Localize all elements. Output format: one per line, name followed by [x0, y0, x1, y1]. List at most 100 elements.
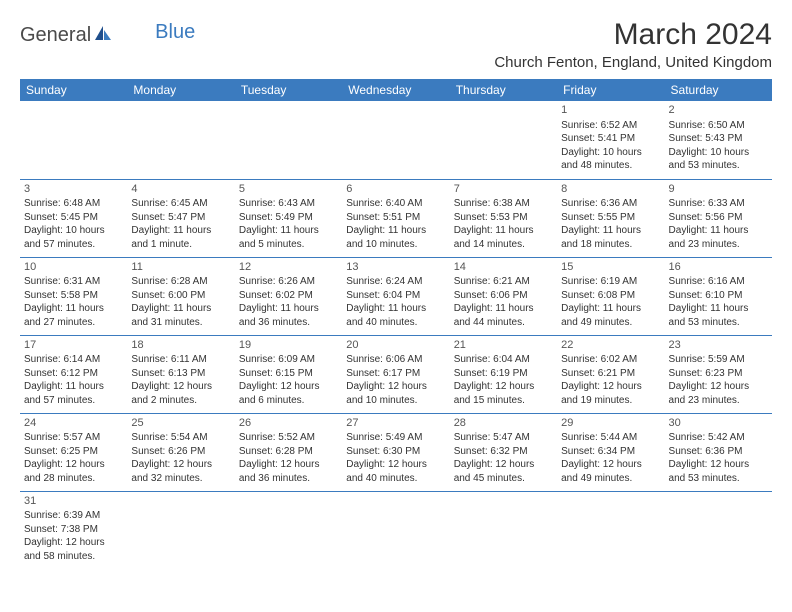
day-sunset: Sunset: 5:43 PM	[669, 132, 768, 146]
calendar-cell: 2Sunrise: 6:50 AMSunset: 5:43 PMDaylight…	[665, 101, 772, 179]
location: Church Fenton, England, United Kingdom	[494, 54, 772, 71]
header: General Blue March 2024 Church Fenton, E…	[20, 18, 772, 71]
day-sunrise: Sunrise: 6:43 AM	[239, 197, 338, 211]
day-sunset: Sunset: 6:25 PM	[24, 445, 123, 459]
day-day2: and 1 minute.	[131, 238, 230, 252]
calendar-cell: 10Sunrise: 6:31 AMSunset: 5:58 PMDayligh…	[20, 257, 127, 335]
day-number: 1	[561, 103, 660, 118]
calendar-row: 31Sunrise: 6:39 AMSunset: 7:38 PMDayligh…	[20, 491, 772, 569]
calendar-cell	[235, 491, 342, 569]
day-sunrise: Sunrise: 6:11 AM	[131, 353, 230, 367]
day-number: 8	[561, 182, 660, 197]
day-sunrise: Sunrise: 5:49 AM	[346, 431, 445, 445]
day-number: 25	[131, 416, 230, 431]
day-day2: and 5 minutes.	[239, 238, 338, 252]
day-day1: Daylight: 10 hours	[669, 146, 768, 160]
day-sunrise: Sunrise: 6:09 AM	[239, 353, 338, 367]
day-number: 30	[669, 416, 768, 431]
day-number: 2	[669, 103, 768, 118]
day-sunrise: Sunrise: 6:14 AM	[24, 353, 123, 367]
weekday-saturday: Saturday	[665, 79, 772, 101]
calendar-cell	[342, 101, 449, 179]
day-number: 17	[24, 338, 123, 353]
day-sunset: Sunset: 6:15 PM	[239, 367, 338, 381]
calendar-cell: 20Sunrise: 6:06 AMSunset: 6:17 PMDayligh…	[342, 335, 449, 413]
day-day2: and 49 minutes.	[561, 316, 660, 330]
day-sunrise: Sunrise: 6:48 AM	[24, 197, 123, 211]
calendar-cell: 16Sunrise: 6:16 AMSunset: 6:10 PMDayligh…	[665, 257, 772, 335]
day-number: 10	[24, 260, 123, 275]
day-number: 12	[239, 260, 338, 275]
logo-text-general: General	[20, 24, 91, 47]
day-number: 9	[669, 182, 768, 197]
day-number: 11	[131, 260, 230, 275]
day-day2: and 23 minutes.	[669, 394, 768, 408]
day-day2: and 49 minutes.	[561, 472, 660, 486]
calendar-cell: 9Sunrise: 6:33 AMSunset: 5:56 PMDaylight…	[665, 179, 772, 257]
day-sunrise: Sunrise: 6:33 AM	[669, 197, 768, 211]
day-sunset: Sunset: 5:53 PM	[454, 211, 553, 225]
day-number: 24	[24, 416, 123, 431]
day-day1: Daylight: 12 hours	[131, 458, 230, 472]
weekday-wednesday: Wednesday	[342, 79, 449, 101]
day-sunset: Sunset: 6:04 PM	[346, 289, 445, 303]
day-sunrise: Sunrise: 6:26 AM	[239, 275, 338, 289]
day-sunrise: Sunrise: 6:06 AM	[346, 353, 445, 367]
day-day1: Daylight: 11 hours	[669, 224, 768, 238]
calendar-row: 1Sunrise: 6:52 AMSunset: 5:41 PMDaylight…	[20, 101, 772, 179]
day-sunset: Sunset: 6:23 PM	[669, 367, 768, 381]
calendar-row: 10Sunrise: 6:31 AMSunset: 5:58 PMDayligh…	[20, 257, 772, 335]
calendar-cell	[127, 101, 234, 179]
calendar-cell: 8Sunrise: 6:36 AMSunset: 5:55 PMDaylight…	[557, 179, 664, 257]
day-sunrise: Sunrise: 5:59 AM	[669, 353, 768, 367]
day-number: 4	[131, 182, 230, 197]
day-sunrise: Sunrise: 6:19 AM	[561, 275, 660, 289]
day-day2: and 27 minutes.	[24, 316, 123, 330]
calendar-cell	[450, 101, 557, 179]
calendar-cell: 25Sunrise: 5:54 AMSunset: 6:26 PMDayligh…	[127, 413, 234, 491]
day-day2: and 44 minutes.	[454, 316, 553, 330]
day-sunset: Sunset: 6:13 PM	[131, 367, 230, 381]
day-sunrise: Sunrise: 5:47 AM	[454, 431, 553, 445]
calendar-cell: 21Sunrise: 6:04 AMSunset: 6:19 PMDayligh…	[450, 335, 557, 413]
day-sunset: Sunset: 6:06 PM	[454, 289, 553, 303]
calendar-cell: 15Sunrise: 6:19 AMSunset: 6:08 PMDayligh…	[557, 257, 664, 335]
calendar-cell: 1Sunrise: 6:52 AMSunset: 5:41 PMDaylight…	[557, 101, 664, 179]
day-day2: and 40 minutes.	[346, 472, 445, 486]
day-day2: and 40 minutes.	[346, 316, 445, 330]
day-sunset: Sunset: 6:34 PM	[561, 445, 660, 459]
weekday-tuesday: Tuesday	[235, 79, 342, 101]
day-number: 3	[24, 182, 123, 197]
calendar-cell: 29Sunrise: 5:44 AMSunset: 6:34 PMDayligh…	[557, 413, 664, 491]
logo: General Blue	[20, 24, 195, 47]
day-day2: and 58 minutes.	[24, 550, 123, 564]
day-sunrise: Sunrise: 6:16 AM	[669, 275, 768, 289]
day-day1: Daylight: 12 hours	[346, 380, 445, 394]
day-sunrise: Sunrise: 6:50 AM	[669, 119, 768, 133]
day-day1: Daylight: 12 hours	[346, 458, 445, 472]
day-sunset: Sunset: 6:00 PM	[131, 289, 230, 303]
day-day1: Daylight: 12 hours	[561, 458, 660, 472]
day-day1: Daylight: 11 hours	[561, 224, 660, 238]
day-day1: Daylight: 11 hours	[239, 224, 338, 238]
day-sunrise: Sunrise: 6:04 AM	[454, 353, 553, 367]
calendar-cell: 7Sunrise: 6:38 AMSunset: 5:53 PMDaylight…	[450, 179, 557, 257]
day-day1: Daylight: 11 hours	[561, 302, 660, 316]
day-day2: and 48 minutes.	[561, 159, 660, 173]
day-day2: and 53 minutes.	[669, 472, 768, 486]
day-day2: and 19 minutes.	[561, 394, 660, 408]
day-sunset: Sunset: 6:10 PM	[669, 289, 768, 303]
weekday-monday: Monday	[127, 79, 234, 101]
calendar-cell: 11Sunrise: 6:28 AMSunset: 6:00 PMDayligh…	[127, 257, 234, 335]
day-sunrise: Sunrise: 5:42 AM	[669, 431, 768, 445]
day-day1: Daylight: 12 hours	[454, 380, 553, 394]
day-sunset: Sunset: 5:49 PM	[239, 211, 338, 225]
calendar-cell: 6Sunrise: 6:40 AMSunset: 5:51 PMDaylight…	[342, 179, 449, 257]
day-day2: and 36 minutes.	[239, 316, 338, 330]
day-day1: Daylight: 12 hours	[561, 380, 660, 394]
calendar-body: 1Sunrise: 6:52 AMSunset: 5:41 PMDaylight…	[20, 101, 772, 569]
weekday-friday: Friday	[557, 79, 664, 101]
title-block: March 2024 Church Fenton, England, Unite…	[494, 18, 772, 71]
calendar-row: 3Sunrise: 6:48 AMSunset: 5:45 PMDaylight…	[20, 179, 772, 257]
day-day2: and 10 minutes.	[346, 394, 445, 408]
